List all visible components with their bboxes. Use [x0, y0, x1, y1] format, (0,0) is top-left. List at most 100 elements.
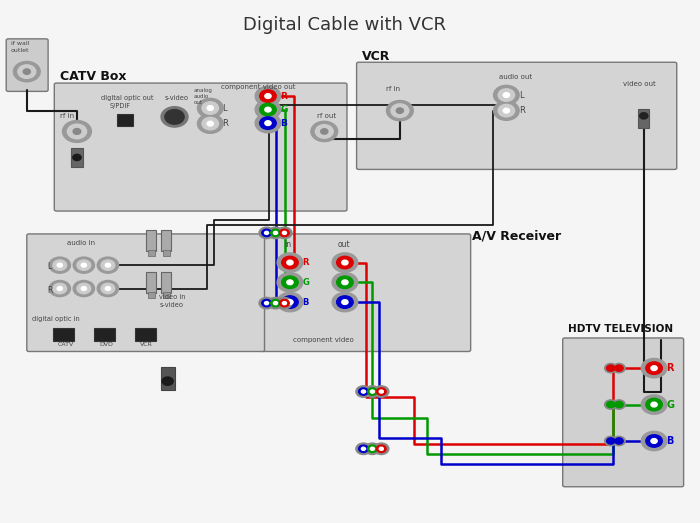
Circle shape: [615, 438, 623, 444]
Text: VCR: VCR: [362, 50, 391, 63]
Circle shape: [277, 227, 292, 238]
Circle shape: [365, 443, 380, 454]
Circle shape: [256, 86, 281, 106]
Circle shape: [271, 229, 280, 236]
Text: out: out: [194, 100, 203, 106]
Circle shape: [277, 272, 302, 292]
Circle shape: [374, 443, 389, 454]
Circle shape: [207, 106, 214, 110]
Circle shape: [53, 260, 66, 270]
Text: component video: component video: [293, 337, 354, 343]
Text: DVD: DVD: [99, 342, 113, 347]
Circle shape: [646, 362, 662, 374]
Circle shape: [321, 129, 328, 134]
Bar: [135, 328, 156, 340]
Circle shape: [265, 302, 269, 305]
FancyBboxPatch shape: [6, 39, 48, 92]
Bar: [148, 250, 155, 256]
Circle shape: [202, 117, 218, 130]
Text: s-video: s-video: [165, 95, 189, 101]
Circle shape: [274, 302, 278, 305]
Circle shape: [101, 260, 115, 270]
Text: audio out: audio out: [500, 74, 533, 81]
Circle shape: [265, 121, 271, 126]
Circle shape: [18, 65, 36, 78]
Circle shape: [607, 402, 615, 408]
Text: L: L: [519, 90, 524, 99]
Circle shape: [57, 263, 62, 267]
Circle shape: [265, 94, 271, 98]
Text: L: L: [223, 104, 228, 112]
Circle shape: [370, 390, 374, 393]
Bar: [638, 109, 650, 128]
Circle shape: [256, 100, 281, 119]
Circle shape: [356, 386, 371, 397]
Circle shape: [287, 260, 293, 265]
Circle shape: [97, 280, 118, 297]
Circle shape: [498, 89, 514, 101]
Circle shape: [374, 386, 389, 397]
Circle shape: [74, 280, 95, 297]
Circle shape: [342, 300, 348, 304]
Circle shape: [605, 400, 617, 409]
Circle shape: [358, 445, 368, 452]
Text: rf out: rf out: [317, 113, 337, 119]
Text: R: R: [223, 119, 228, 128]
Text: video out: video out: [623, 81, 656, 87]
Circle shape: [311, 121, 337, 142]
Text: B: B: [302, 298, 309, 306]
Circle shape: [287, 280, 293, 285]
Circle shape: [498, 105, 514, 117]
Circle shape: [605, 436, 617, 446]
Circle shape: [287, 300, 293, 304]
Circle shape: [265, 107, 271, 112]
FancyBboxPatch shape: [563, 338, 684, 487]
Bar: [163, 250, 169, 256]
Bar: [146, 230, 156, 251]
Circle shape: [641, 395, 667, 414]
Text: HDTV TELEVISION: HDTV TELEVISION: [568, 324, 673, 334]
Circle shape: [197, 98, 223, 118]
Circle shape: [342, 280, 348, 285]
Text: CATV: CATV: [57, 342, 74, 347]
Circle shape: [274, 231, 278, 234]
Text: video in: video in: [160, 294, 186, 300]
Text: S/PDIF: S/PDIF: [110, 103, 131, 108]
Circle shape: [503, 108, 510, 113]
Circle shape: [57, 287, 62, 291]
Circle shape: [377, 445, 386, 452]
Text: digital optic out: digital optic out: [101, 95, 153, 101]
Circle shape: [265, 231, 269, 234]
Circle shape: [256, 113, 281, 133]
Circle shape: [202, 102, 218, 115]
Circle shape: [282, 231, 286, 234]
Text: in: in: [284, 240, 292, 249]
Text: B: B: [666, 436, 674, 446]
Circle shape: [332, 272, 358, 292]
Circle shape: [646, 399, 662, 411]
Text: digital optic in: digital optic in: [32, 316, 80, 322]
Bar: [148, 292, 155, 298]
Bar: [162, 272, 171, 293]
Text: audio: audio: [194, 94, 209, 99]
Circle shape: [260, 117, 276, 129]
Text: R: R: [280, 92, 287, 100]
Circle shape: [646, 435, 662, 447]
Bar: [162, 230, 171, 251]
Circle shape: [73, 129, 80, 134]
FancyBboxPatch shape: [260, 234, 470, 351]
Text: R: R: [48, 286, 52, 294]
Text: analog: analog: [194, 88, 213, 93]
Circle shape: [358, 388, 368, 395]
Circle shape: [259, 298, 274, 309]
Circle shape: [356, 443, 371, 454]
Circle shape: [337, 296, 354, 309]
Circle shape: [605, 363, 617, 373]
Text: G: G: [280, 105, 288, 114]
Circle shape: [361, 390, 365, 393]
Circle shape: [494, 85, 519, 105]
Circle shape: [281, 256, 298, 269]
Circle shape: [67, 124, 87, 139]
Circle shape: [337, 256, 354, 269]
Circle shape: [316, 124, 333, 138]
